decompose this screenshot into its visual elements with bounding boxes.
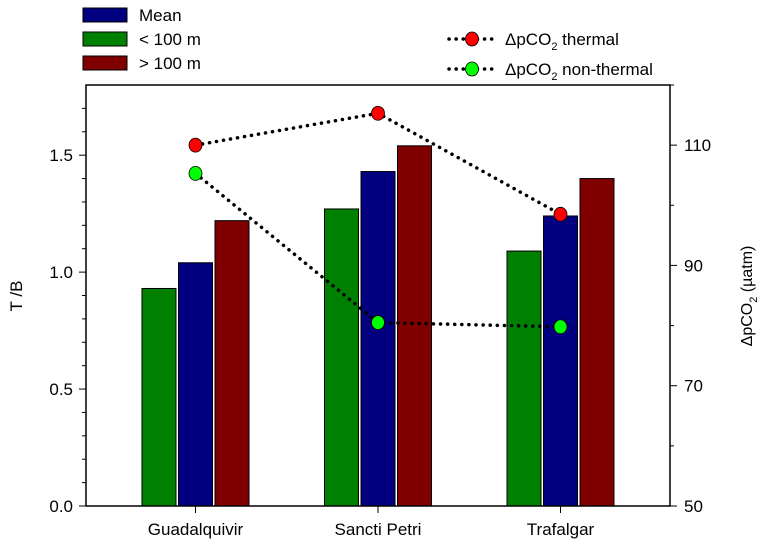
- bar: [543, 215, 578, 507]
- bar: [397, 145, 432, 507]
- y-tick-label: 1.0: [49, 263, 73, 282]
- line-point: [553, 319, 568, 335]
- legend-label: Mean: [139, 6, 182, 25]
- y-axis: 0.0 0.5 1.0 1.5: [49, 107, 86, 516]
- y2-tick-label: 50: [684, 497, 703, 516]
- bars: [141, 145, 615, 507]
- y-tick-label: 0.0: [49, 497, 73, 516]
- y2-tick-label: 90: [684, 256, 703, 275]
- legend-label: > 100 m: [139, 54, 201, 73]
- bar: [214, 220, 250, 507]
- x-tick-label: Trafalgar: [527, 520, 595, 539]
- y2-axis: 50 70 90 110: [670, 84, 711, 516]
- legend-label: < 100 m: [139, 30, 201, 49]
- legend-swatch: [82, 7, 128, 23]
- bar: [324, 208, 359, 507]
- y2-tick-label: 70: [684, 377, 703, 396]
- bar: [178, 262, 213, 507]
- bar: [579, 178, 615, 507]
- lines: [188, 105, 568, 335]
- legend-marker: [465, 31, 479, 47]
- legend-lines: ΔpCO2 thermal ΔpCO2 non-thermal: [447, 30, 653, 83]
- bar: [506, 250, 542, 507]
- y-tick-label: 0.5: [49, 380, 73, 399]
- legend-marker: [465, 61, 479, 77]
- bar: [360, 171, 396, 507]
- x-axis: Guadalquivir Sancti Petri Trafalgar: [148, 506, 595, 539]
- bar: [141, 287, 177, 507]
- y2-axis-label: ΔpCO2 (µatm): [739, 246, 760, 347]
- legend-label: ΔpCO2 non-thermal: [505, 60, 653, 83]
- line-point: [553, 206, 568, 222]
- line-point: [188, 166, 203, 181]
- x-tick-label: Sancti Petri: [335, 520, 422, 539]
- legend-label: ΔpCO2 thermal: [505, 30, 619, 53]
- line-point: [188, 137, 203, 153]
- y-tick-label: 1.5: [49, 146, 73, 165]
- legend-swatch: [82, 55, 128, 71]
- y2-tick-label: 110: [684, 136, 711, 155]
- y-axis-label: T /B: [7, 281, 26, 312]
- line-point: [371, 315, 385, 330]
- x-tick-label: Guadalquivir: [148, 520, 244, 539]
- line-point: [371, 105, 385, 121]
- legend-bars: Mean < 100 m > 100 m: [82, 6, 201, 73]
- legend-swatch: [82, 31, 128, 47]
